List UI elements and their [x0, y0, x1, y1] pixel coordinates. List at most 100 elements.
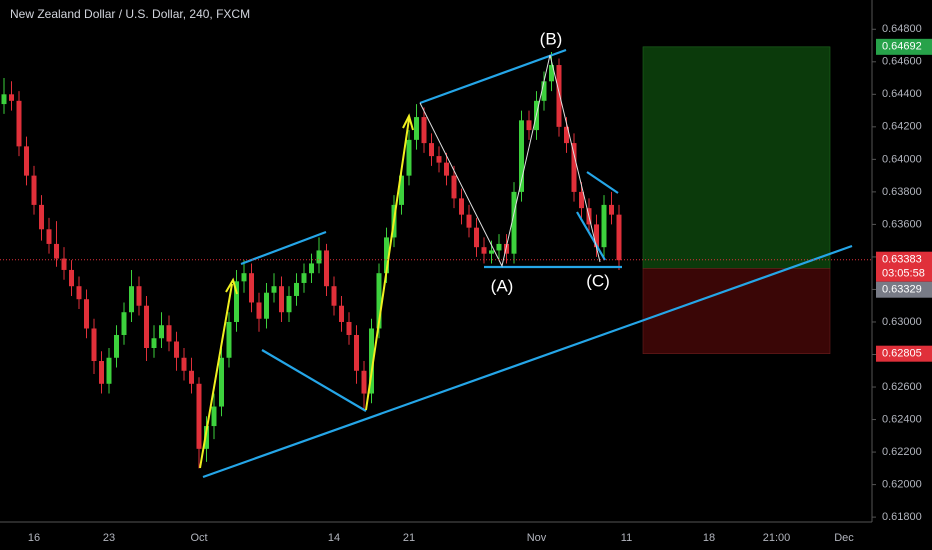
trend-line	[576, 211, 606, 261]
profit-zone	[642, 46, 831, 269]
x-tick-label: 21	[403, 532, 415, 544]
candle-body	[9, 94, 14, 101]
candle-body	[361, 370, 367, 394]
x-tick-label: Dec	[834, 532, 854, 544]
y-tick-label: 0.64800	[882, 23, 922, 35]
y-tick-label: 0.61800	[882, 511, 922, 523]
wave-path	[419, 54, 601, 268]
candle-body	[286, 295, 292, 313]
candle-body	[496, 243, 502, 251]
y-tick-label: 0.63800	[882, 186, 922, 198]
candle-body	[421, 117, 427, 144]
price-badge-label: 0.62805	[882, 348, 922, 360]
position-zone	[642, 46, 831, 354]
candle-body	[84, 299, 89, 329]
candle-body	[324, 250, 329, 287]
candle-body	[451, 175, 457, 199]
candle-body	[316, 250, 322, 264]
candle-body	[211, 406, 217, 427]
candle-body	[526, 120, 532, 131]
y-tick-label: 0.64000	[882, 153, 922, 165]
arrow-head	[225, 277, 238, 295]
price-badge-label: 0.64692	[882, 41, 922, 53]
price-badge	[876, 281, 932, 298]
candle-body	[204, 426, 209, 449]
candle-body	[436, 156, 442, 163]
candle-body	[489, 250, 494, 254]
candle-body	[481, 247, 487, 254]
candle-body	[564, 126, 569, 144]
candle-body	[474, 227, 479, 248]
arrow	[199, 283, 233, 469]
candle-body	[61, 258, 67, 270]
candle-body	[406, 139, 412, 176]
candle-body	[466, 214, 472, 228]
price-badge-label: 0.63329	[882, 284, 922, 296]
candle-body	[271, 286, 277, 293]
candle-body	[234, 281, 239, 322]
y-tick-label: 0.63000	[882, 316, 922, 328]
candle-body	[331, 286, 337, 306]
trend-line	[586, 171, 619, 194]
candle-body	[616, 214, 622, 261]
candle-body	[511, 191, 517, 254]
candle-body	[429, 143, 434, 157]
candle-body	[136, 286, 142, 306]
candle-body	[129, 286, 134, 313]
candle-body	[594, 224, 599, 248]
candle-body	[369, 328, 374, 394]
candle-body	[264, 292, 269, 319]
candle-body	[519, 120, 524, 192]
price-badge-label: 0.63383	[882, 254, 922, 266]
candle-body	[301, 273, 307, 283]
candle-body	[549, 65, 554, 82]
candle-body	[579, 191, 584, 209]
price-badge	[876, 38, 932, 55]
chart-title: New Zealand Dollar / U.S. Dollar, 240, F…	[10, 7, 250, 21]
y-tick-label: 0.64200	[882, 121, 922, 133]
candle-body	[31, 175, 37, 205]
y-tick-label: 0.63600	[882, 218, 922, 230]
y-tick-label: 0.62400	[882, 413, 922, 425]
candle-body	[91, 328, 97, 362]
drawings: (A) (B) (C)	[199, 29, 853, 479]
candle-body	[241, 273, 247, 282]
candle-body	[249, 273, 254, 303]
trend-line	[240, 230, 327, 266]
y-tick-label: 0.64400	[882, 88, 922, 100]
candle-body	[354, 334, 359, 371]
candle-body	[46, 229, 52, 244]
x-tick-label: Oct	[190, 532, 207, 544]
candle-body	[174, 341, 179, 358]
y-tick-label: 0.64600	[882, 56, 922, 68]
candle-body	[54, 243, 59, 259]
candle-body	[219, 357, 224, 407]
candle-body	[414, 117, 419, 140]
candle-body	[609, 204, 614, 215]
candle-body	[399, 175, 404, 205]
y-tick-label: 0.62000	[882, 479, 922, 491]
candle-body	[444, 162, 449, 176]
annotation: (A)	[491, 276, 514, 295]
arrow-head	[402, 113, 414, 131]
candle-body	[459, 198, 464, 215]
loss-zone	[642, 268, 831, 354]
candle-body	[384, 237, 389, 274]
x-tick-label: 14	[328, 532, 340, 544]
candle-body	[76, 286, 82, 300]
candle-body	[556, 65, 562, 127]
trend-line	[419, 48, 567, 105]
candle-body	[294, 282, 299, 296]
candle-body	[181, 357, 187, 371]
countdown: 03:05:58	[882, 268, 925, 280]
candle-body	[189, 370, 194, 384]
candle-body	[114, 334, 119, 358]
price-badge	[876, 251, 932, 282]
candle-body	[504, 243, 509, 254]
candle-body	[69, 269, 74, 287]
candle-body	[346, 321, 352, 335]
candle-body	[601, 204, 607, 248]
trend-line	[202, 244, 853, 479]
candle-body	[106, 357, 112, 384]
